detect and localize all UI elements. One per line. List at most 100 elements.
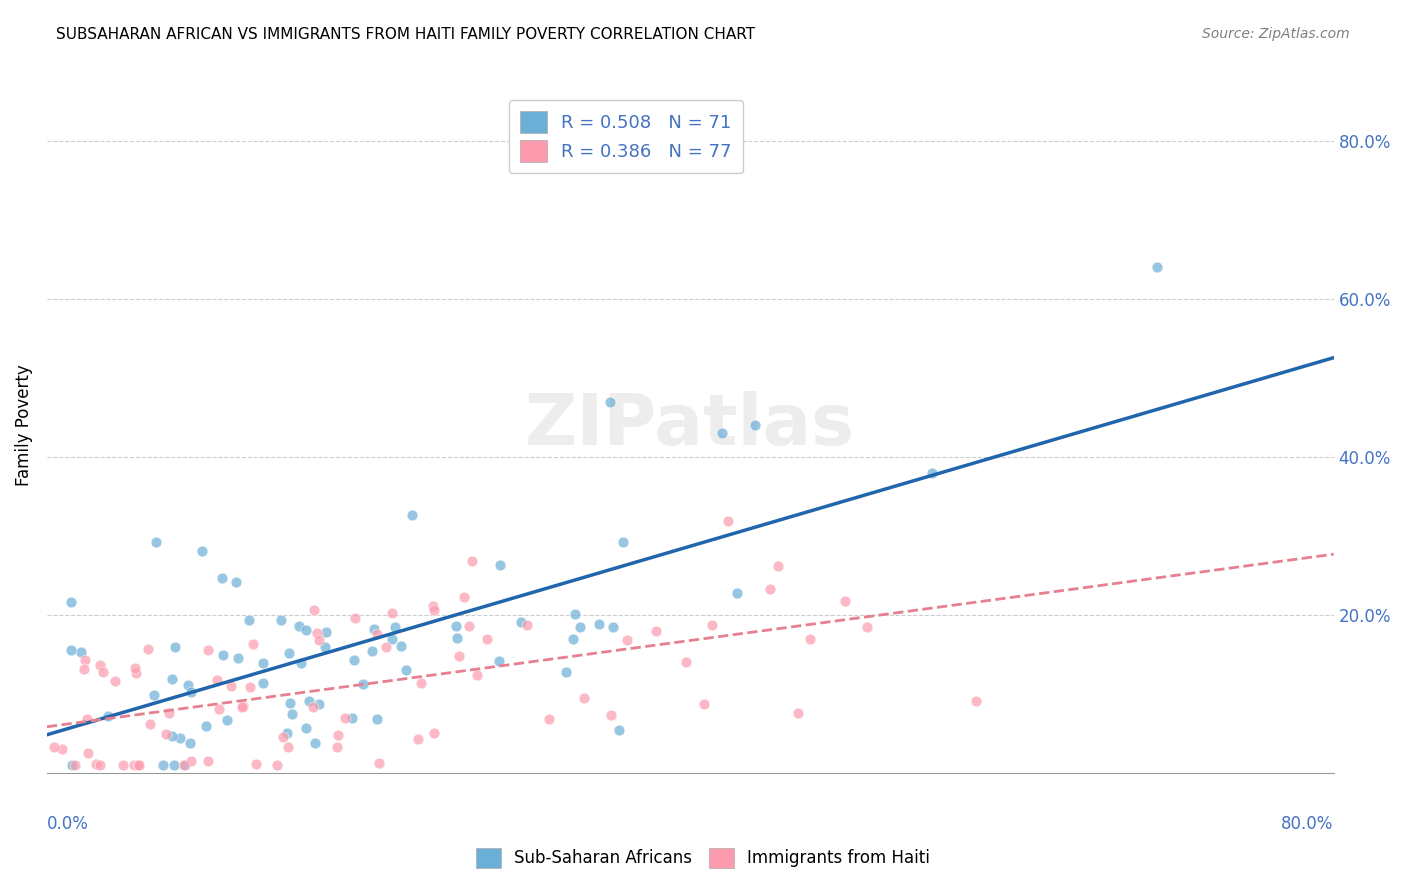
Point (588, 616, 610, 631)
Point (363, 623, 385, 637)
Point (207, 673, 229, 687)
Point (238, 613, 260, 627)
Point (381, 632, 404, 646)
Point (516, 617, 538, 632)
Point (174, 758, 197, 772)
Point (326, 728, 349, 742)
Point (219, 679, 242, 693)
Point (165, 640, 187, 654)
Point (453, 591, 475, 605)
Point (375, 640, 398, 654)
Point (406, 732, 429, 747)
Point (142, 688, 165, 702)
Point (315, 625, 337, 640)
Point (125, 666, 148, 681)
Point (59, 594, 82, 608)
Point (278, 696, 301, 710)
Point (177, 678, 200, 692)
Point (42, 739, 65, 754)
Point (162, 758, 184, 772)
Point (138, 716, 160, 731)
Point (298, 694, 321, 708)
Point (77, 746, 100, 760)
Point (554, 665, 576, 680)
Point (475, 632, 498, 646)
Point (127, 758, 149, 772)
Point (422, 599, 444, 614)
Point (226, 650, 249, 665)
Point (242, 637, 264, 651)
Point (449, 649, 471, 664)
Point (295, 624, 318, 638)
Point (599, 708, 621, 723)
Point (295, 721, 318, 735)
Point (111, 758, 134, 772)
Point (1146, 260, 1168, 275)
Point (197, 643, 219, 657)
Point (277, 739, 299, 754)
Point (834, 593, 856, 607)
Point (136, 641, 159, 656)
Point (607, 723, 630, 737)
Point (675, 656, 697, 670)
Point (70, 645, 93, 659)
Point (266, 758, 288, 772)
Point (340, 711, 363, 725)
Point (276, 726, 298, 740)
Point (366, 712, 388, 726)
Point (568, 620, 591, 634)
Point (51, 742, 73, 756)
Point (411, 676, 433, 690)
Point (759, 582, 782, 597)
Point (160, 672, 183, 686)
Point (395, 663, 418, 677)
Point (799, 632, 821, 646)
Text: SUBSAHARAN AFRICAN VS IMMIGRANTS FROM HAITI FAMILY POVERTY CORRELATION CHART: SUBSAHARAN AFRICAN VS IMMIGRANTS FROM HA… (56, 27, 755, 42)
Point (574, 691, 596, 706)
Point (278, 647, 301, 661)
Y-axis label: Family Poverty: Family Poverty (15, 365, 32, 486)
Point (124, 661, 146, 675)
Point (461, 554, 484, 568)
Point (856, 620, 879, 634)
Point (180, 684, 202, 698)
Point (391, 639, 413, 653)
Point (562, 632, 585, 647)
Text: 80.0%: 80.0% (1281, 815, 1334, 833)
Point (89, 658, 111, 673)
Point (160, 729, 183, 743)
Point (62, 758, 84, 772)
Point (152, 758, 174, 772)
Point (308, 633, 330, 648)
Point (288, 619, 311, 633)
Point (252, 656, 274, 670)
Legend: Sub-Saharan Africans, Immigrants from Haiti: Sub-Saharan Africans, Immigrants from Ha… (470, 841, 936, 875)
Point (422, 725, 444, 739)
Text: Source: ZipAtlas.com: Source: ZipAtlas.com (1202, 27, 1350, 41)
Point (509, 615, 531, 629)
Point (692, 698, 714, 712)
Point (271, 730, 294, 744)
Point (75, 653, 97, 667)
Point (302, 603, 325, 617)
Point (155, 727, 177, 741)
Point (444, 618, 467, 632)
Point (96, 709, 118, 723)
Point (457, 619, 479, 633)
Point (91, 665, 114, 679)
Point (145, 535, 167, 549)
Point (384, 620, 406, 634)
Point (252, 676, 274, 690)
Point (361, 644, 384, 658)
Text: ZIPatlas: ZIPatlas (526, 391, 855, 459)
Point (344, 611, 367, 625)
Point (179, 736, 201, 750)
Point (711, 426, 734, 441)
Point (191, 544, 214, 558)
Point (537, 712, 560, 726)
Point (727, 586, 749, 600)
Point (89, 758, 111, 772)
Point (239, 680, 262, 694)
Point (645, 624, 668, 638)
Point (76, 712, 98, 726)
